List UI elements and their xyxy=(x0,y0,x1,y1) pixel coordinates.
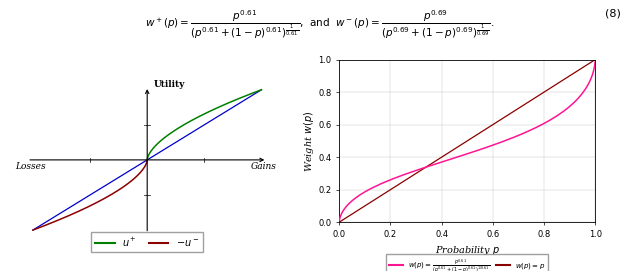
Legend: $w(p) = \frac{p^{0.61}}{(p^{0.61}+(1-p)^{0.61})^{1/0.61}}$, $w(p) = p$: $w(p) = \frac{p^{0.61}}{(p^{0.61}+(1-p)^… xyxy=(386,254,548,271)
Text: Losses: Losses xyxy=(15,162,46,171)
Text: (8): (8) xyxy=(605,8,621,18)
Text: $w^+(p) = \dfrac{p^{0.61}}{(p^{0.61}+(1-p)^{0.61})^{\frac{1}{0.61}}}$,  and  $w^: $w^+(p) = \dfrac{p^{0.61}}{(p^{0.61}+(1-… xyxy=(145,8,495,41)
Legend: $u^+$, $-u^-$: $u^+$, $-u^-$ xyxy=(92,232,203,253)
Text: Utility: Utility xyxy=(154,80,186,89)
Y-axis label: Weight $w(p)$: Weight $w(p)$ xyxy=(301,110,316,172)
Text: Gains: Gains xyxy=(251,162,276,171)
X-axis label: Probability $p$: Probability $p$ xyxy=(435,244,500,257)
